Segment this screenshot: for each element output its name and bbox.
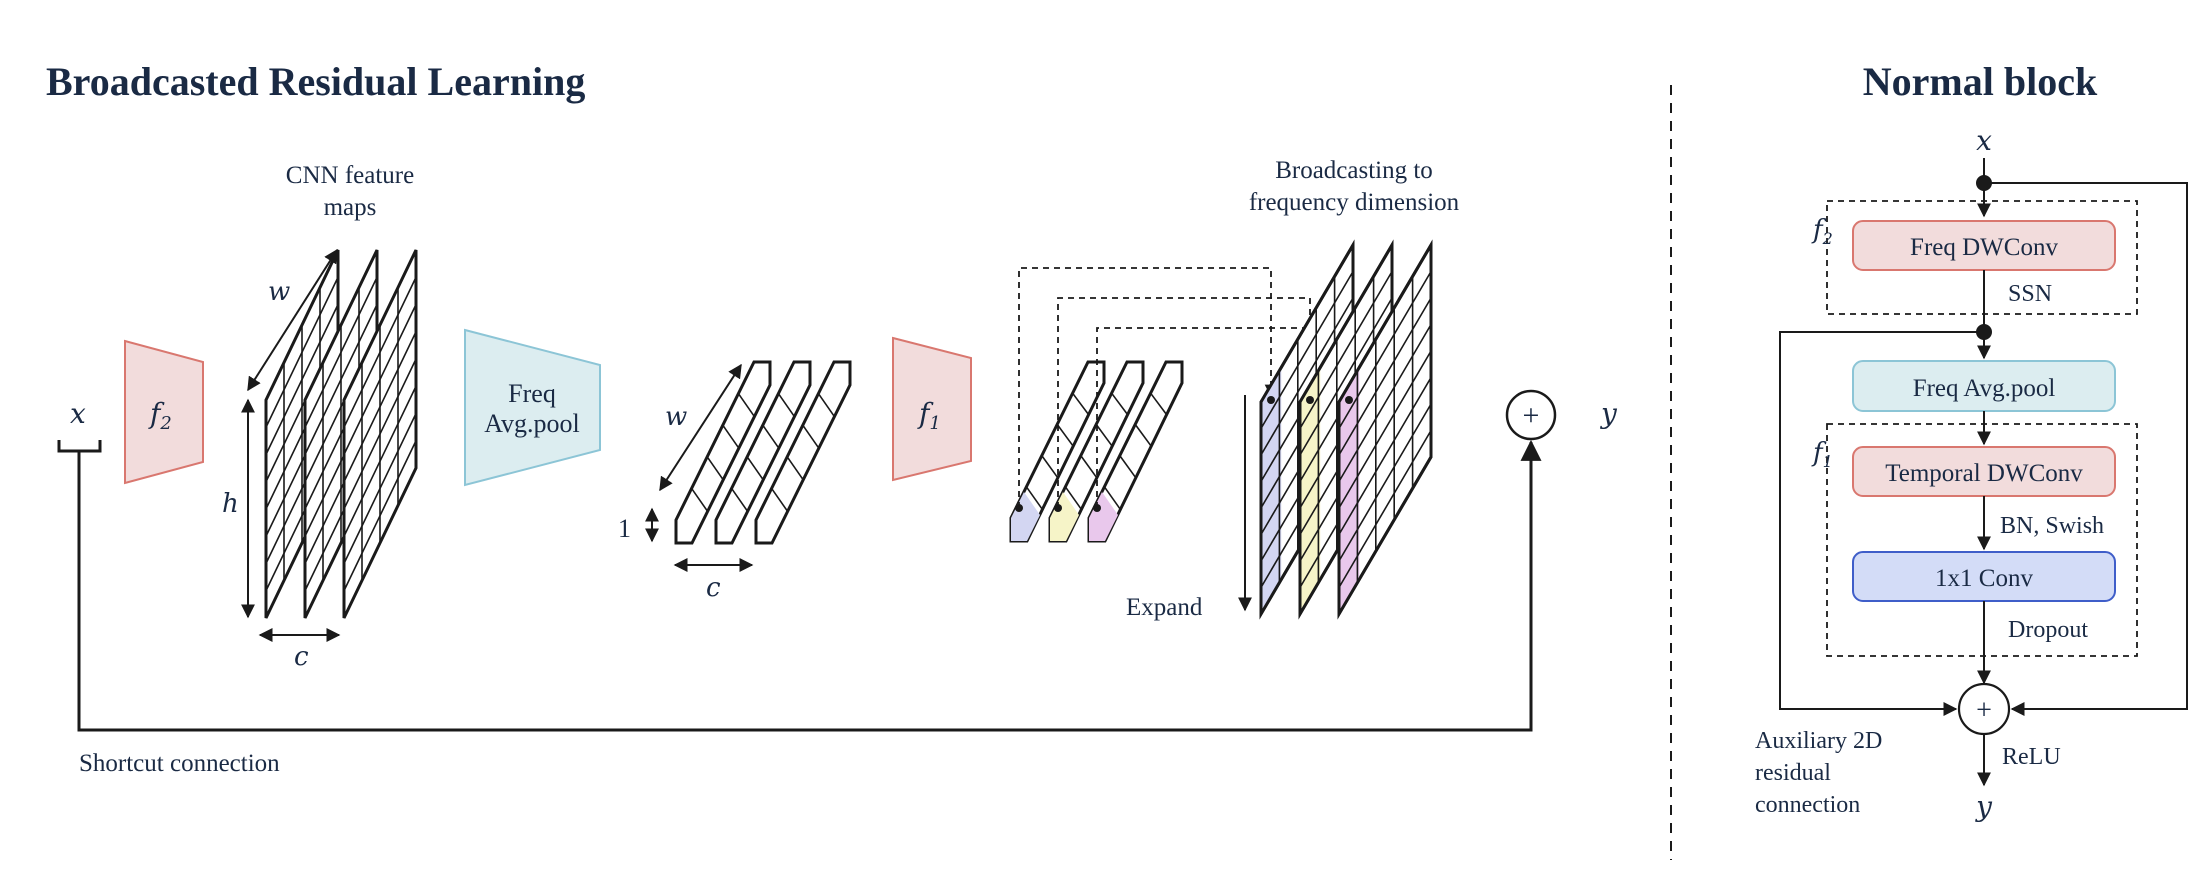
relu-label: ReLU bbox=[2002, 744, 2061, 770]
right-sum-symbol: + bbox=[1976, 695, 1992, 726]
broadcast-arrow-1 bbox=[1018, 267, 1278, 508]
pooled-one-label: 1 bbox=[618, 514, 631, 543]
broadcast-label-line1: Broadcasting to bbox=[1275, 157, 1433, 184]
sum-symbol: + bbox=[1523, 399, 1540, 432]
cnn-feature-maps bbox=[264, 249, 418, 619]
broadcast-label-line2: frequency dimension bbox=[1249, 189, 1460, 216]
pooled-w-label: w bbox=[665, 402, 687, 432]
expanded-map-3 bbox=[1337, 239, 1433, 620]
right-input-x: x bbox=[1976, 124, 1992, 157]
sum-node bbox=[1505, 389, 1557, 441]
pool-label-line2: Avg.pool bbox=[484, 409, 580, 438]
right-output-y: y bbox=[1974, 790, 1993, 823]
left-panel-title: Broadcasted Residual Learning bbox=[46, 59, 585, 104]
expand-dot-3 bbox=[1345, 396, 1353, 404]
f1-group-box bbox=[1826, 423, 2138, 657]
f1-trapezoid bbox=[892, 336, 972, 482]
pooled-strip-3 bbox=[754, 360, 852, 545]
dim-w-label: w bbox=[268, 277, 290, 307]
pool-label-line1: Freq bbox=[508, 379, 556, 408]
cnn-maps-label-line1: CNN feature bbox=[286, 162, 414, 189]
expand-label: Expand bbox=[1126, 594, 1203, 621]
expand-dot-2 bbox=[1306, 396, 1314, 404]
residual-connection bbox=[1984, 182, 2188, 716]
pooled-strips bbox=[674, 360, 852, 545]
dim-h-label: h bbox=[222, 489, 239, 519]
f2-trapezoid bbox=[124, 339, 204, 485]
aux-label-line3: connection bbox=[1755, 792, 1860, 818]
freq-avgpool-label: Freq Avg.pool bbox=[1913, 375, 2056, 402]
cnn-map-2 bbox=[303, 249, 379, 619]
f2-group-box bbox=[1826, 200, 2138, 315]
dropout-label: Dropout bbox=[2008, 617, 2088, 643]
pooled-w-arrow bbox=[659, 363, 742, 492]
right-f2-label: f2 bbox=[1811, 215, 1833, 248]
cnn-maps-label-line2: maps bbox=[324, 194, 377, 221]
input-bracket bbox=[57, 440, 102, 453]
left-output-y: y bbox=[1599, 397, 1618, 430]
temporal-dwconv-label: Temporal DWConv bbox=[1885, 460, 2083, 487]
freq-dwconv-label: Freq DWConv bbox=[1910, 234, 2058, 261]
shortcut-connection bbox=[77, 439, 1542, 732]
left-input-x: x bbox=[70, 397, 86, 430]
processed-strip-3 bbox=[1087, 360, 1184, 543]
pooled-strip-2 bbox=[714, 360, 812, 545]
pooled-c-label: c bbox=[706, 573, 721, 603]
dim-c-label: c bbox=[294, 642, 309, 672]
conv1x1-label: 1x1 Conv bbox=[1935, 565, 2033, 592]
cnn-map-3 bbox=[342, 249, 418, 619]
dim-w-arrow bbox=[247, 248, 338, 392]
right-f1-label: f1 bbox=[1811, 438, 1833, 471]
bn-swish-label: BN, Swish bbox=[2000, 513, 2104, 539]
aux-label-line2: residual bbox=[1755, 760, 1831, 786]
expand-dot-1 bbox=[1267, 396, 1275, 404]
auxiliary-connection bbox=[1779, 331, 1984, 716]
right-panel-title: Normal block bbox=[1863, 59, 2098, 104]
expanded-maps bbox=[1259, 239, 1433, 620]
aux-label-line1: Auxiliary 2D bbox=[1755, 728, 1882, 754]
freq-avgpool-trapezoid bbox=[464, 328, 601, 487]
ssn-label: SSN bbox=[2008, 281, 2052, 307]
shortcut-label: Shortcut connection bbox=[79, 750, 280, 777]
